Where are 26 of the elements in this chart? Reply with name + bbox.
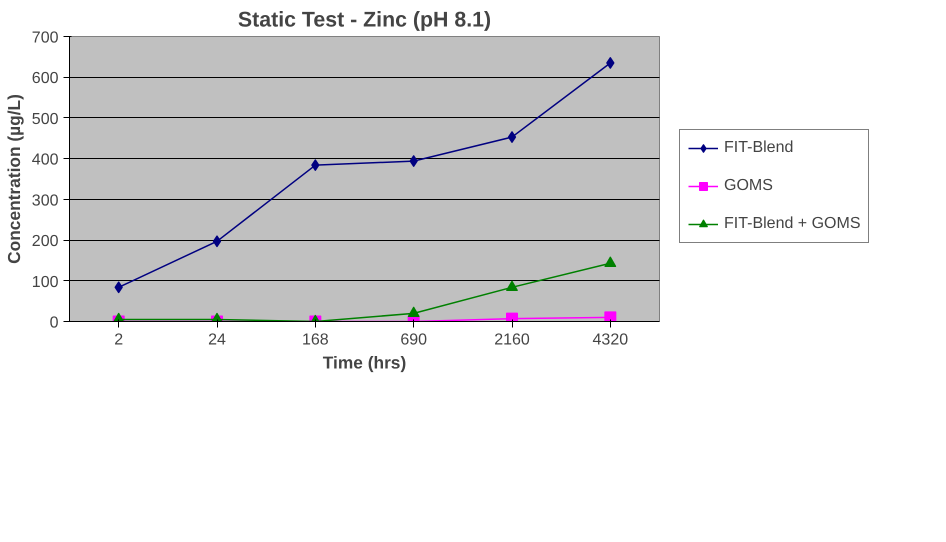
y-tick-label: 500 [32,110,59,128]
legend-label: FIT-Blend [724,138,794,156]
legend-label: GOMS [724,176,773,194]
y-tick-label: 600 [32,70,59,88]
x-tick-label: 2 [114,332,124,348]
y-tick-label: 300 [32,192,59,210]
point [408,306,420,318]
y-tick-label: 400 [32,152,59,169]
y-tick-label: 100 [32,274,59,291]
legend-label: FIT-Blend + GOMS [724,214,860,232]
x-tick-label: 168 [302,332,329,348]
point [212,235,222,248]
point [604,311,616,322]
point [604,256,616,267]
x-tick-label: 4320 [592,332,628,348]
y-tick-label: 0 [50,314,59,332]
y-axis-title: Concentration (µg/L) [4,94,24,264]
x-tick-label: 2160 [494,332,530,348]
x-tick-label: 24 [208,332,226,348]
point [506,280,518,291]
point [508,131,516,144]
x-axis-title: Time (hrs) [322,352,406,372]
chart-title: Static Test - Zinc (pH 8.1) [238,8,492,32]
y-tick-label: 200 [32,233,59,250]
y-tick-label: 700 [32,30,59,46]
x-tick-label: 690 [400,332,428,348]
